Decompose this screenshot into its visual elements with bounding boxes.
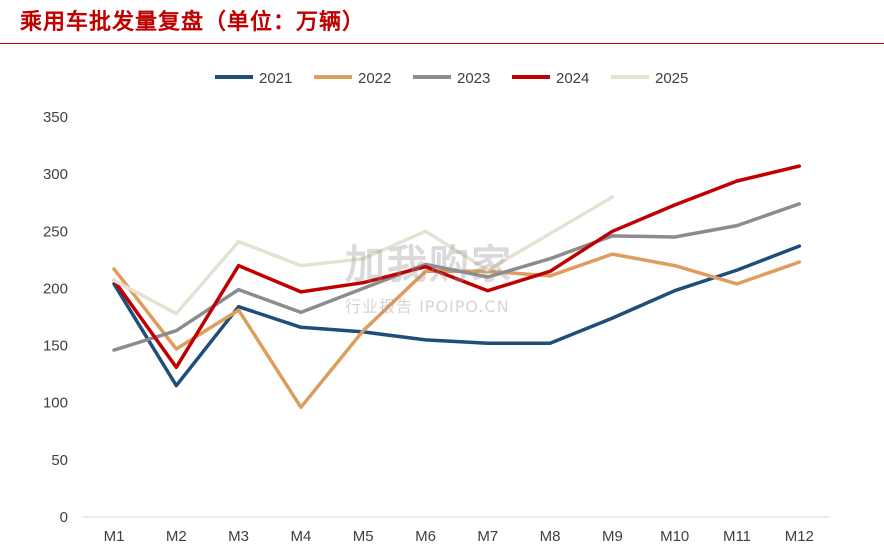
x-tick-label: M11 [723, 528, 751, 545]
title-underline [0, 43, 884, 44]
y-tick-label: 200 [43, 280, 68, 297]
legend-label-2021: 2021 [259, 70, 292, 87]
y-tick-label: 100 [43, 395, 68, 412]
x-tick-label: M9 [602, 528, 623, 545]
x-tick-label: M1 [104, 528, 125, 545]
x-tick-label: M10 [660, 528, 689, 545]
y-axis: 0 50 100 150 200 250 300 350 [43, 109, 68, 526]
x-tick-label: M8 [540, 528, 561, 545]
y-tick-label: 150 [43, 338, 68, 355]
legend-label-2025: 2025 [655, 70, 688, 87]
x-tick-label: M2 [166, 528, 187, 545]
x-axis: M1 M2 M3 M4 M5 M6 M7 M8 M9 M10 M11 M12 [82, 516, 830, 545]
x-tick-label: M3 [228, 528, 249, 545]
series-lines [112, 164, 802, 410]
watermark-sub: 行业报告 IPOIPO.CN [345, 297, 510, 316]
series-line-2023 [112, 202, 802, 352]
legend-label-2024: 2024 [556, 70, 589, 87]
y-tick-label: 350 [43, 109, 68, 126]
x-tick-label: M4 [290, 528, 311, 545]
series-line-2021 [112, 244, 802, 388]
x-tick-label: M6 [415, 528, 436, 545]
page-title: 乘用车批发量复盘（单位：万辆） [20, 9, 366, 35]
legend-label-2023: 2023 [457, 70, 490, 87]
chart-legend: 2021 2022 2023 2024 2025 [215, 70, 688, 87]
series-line-2024 [112, 164, 802, 370]
x-tick-label: M7 [477, 528, 498, 545]
y-tick-label: 250 [43, 223, 68, 240]
watermark-main: 加我购家 [345, 242, 513, 288]
y-tick-label: 50 [51, 452, 68, 469]
series-line-2025 [112, 195, 615, 316]
x-tick-label: M12 [785, 528, 814, 545]
y-tick-label: 300 [43, 166, 68, 183]
y-tick-label: 0 [60, 509, 68, 526]
x-tick-label: M5 [353, 528, 374, 545]
legend-label-2022: 2022 [358, 70, 391, 87]
